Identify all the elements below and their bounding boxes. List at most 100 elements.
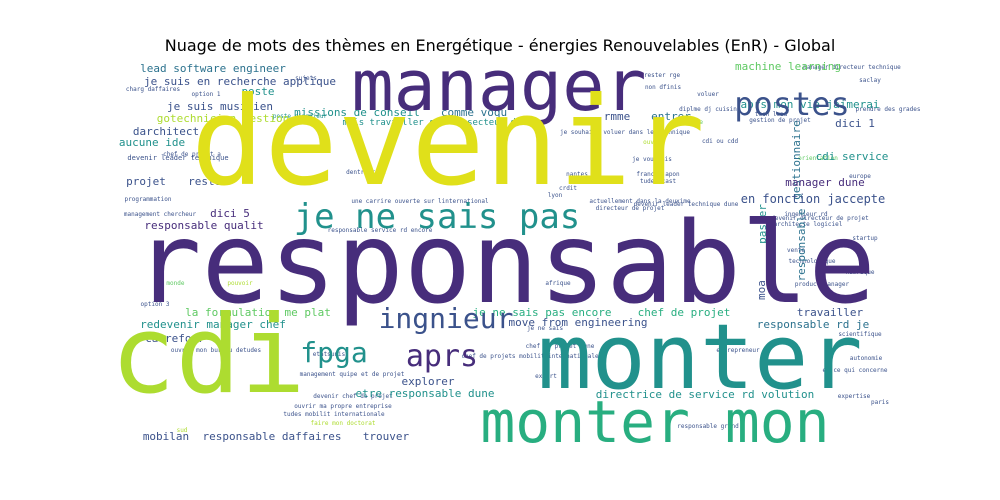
word-je-ne-sais-pas-encore: je ne sais pas encore: [472, 306, 611, 319]
word-ouvrir: ouvrir: [643, 139, 665, 146]
word-aucune-ide: aucune ide: [119, 136, 185, 149]
word-le-monde: le monde: [156, 280, 185, 287]
word-rester: rester: [188, 175, 228, 188]
word-travailler: travailler: [797, 306, 864, 319]
word-cdi-service: cdi service: [816, 150, 889, 163]
word-entrepreneur: entrepreneur: [716, 347, 760, 354]
word-autonomie: autonomie: [850, 355, 883, 362]
word-darchitect: darchitect: [133, 125, 199, 138]
word-responsable-service-rd-encore: responsable service rd encore: [328, 227, 433, 234]
word-la-formulation-me-plat: la formulation me plat: [185, 306, 331, 319]
word-responsable-rd-je: responsable rd je: [757, 318, 870, 331]
word-orientation: orientation: [798, 155, 838, 162]
word-monter-mon: monter mon: [480, 388, 829, 456]
word-france-japon: france japon: [636, 171, 680, 178]
word-scientifique: scientifique: [838, 331, 882, 338]
word-crdit: crdit: [559, 185, 577, 192]
word-gotechnicien-gestion: gotechnicien gestion: [157, 112, 289, 125]
word-charg-daffaires: charg daffaires: [126, 86, 181, 93]
word-passer: passer: [756, 204, 769, 244]
word-non-dfinis: non dfinis: [645, 84, 682, 91]
word-en-fonction-jaccepte: en fonction jaccepte: [741, 192, 886, 206]
word-cdi-ou-cdd: cdi ou cdd: [702, 138, 739, 145]
word-directrice-de-service-rd-volution: directrice de service rd volution: [596, 388, 815, 401]
word-lead-software-engineer: lead software engineer: [140, 62, 286, 75]
word-gestion-de-projet: gestion de projet: [749, 117, 811, 124]
word-directeur-de-projet: directeur de projet: [596, 205, 665, 212]
word-projet: projet: [126, 175, 166, 188]
word-lyon: lyon: [548, 192, 563, 199]
word-ouvrir-mon-bureau-detudes: ouvrir mon bureau detudes: [171, 347, 262, 354]
word-devenir-directeur-de-projet: devenir directeur de projet: [771, 215, 869, 222]
word-monter: monter: [537, 305, 862, 410]
word-je-voudrais: je voudrais: [632, 156, 672, 163]
word-crire: crire: [685, 119, 703, 126]
word-chef-de-projet-a: chef de projet a: [163, 151, 221, 158]
word-programmation: programmation: [125, 196, 172, 203]
word-nantes: nantes: [566, 171, 588, 178]
chart-title: Nuage de mots des thèmes en Energétique …: [164, 36, 836, 55]
word-tech-lead: tech lead: [755, 111, 788, 118]
word-voluer: voluer: [697, 91, 719, 98]
word-rmme: rmme: [604, 110, 631, 123]
word-machine-learning: machine learning: [735, 60, 841, 73]
word-poste-dingnieur: poste dingnieur: [273, 113, 328, 120]
word-aprs-mon-vie-jaimerai: aprs mon vie jaimerai: [740, 98, 879, 111]
word-je-suis-musicien: je suis musicien: [167, 100, 273, 113]
word-expert: expert: [535, 373, 557, 380]
word-manager-directeur-technique: manager directeur technique: [803, 64, 901, 71]
word-entrer: entrer: [651, 110, 691, 123]
word-je-ne-sais-pas: je ne sais pas: [294, 197, 581, 237]
word-devenir-chef-de-projet: devenir chef de projet: [313, 393, 393, 400]
word-en-ce-qui-concerne: en ce qui concerne: [822, 367, 887, 374]
word-chef-de-projet-dune: chef de projet dune: [526, 343, 595, 350]
word-explorer: explorer: [402, 375, 455, 388]
word-devenir: devenir: [191, 71, 705, 213]
word-etre-responsable-dune: etre responsable dune: [355, 387, 494, 400]
word-cdi: cdi: [110, 293, 305, 418]
word-redevenir-manager-chef: redevenir manager chef: [140, 318, 286, 331]
word-technologique: technologique: [789, 258, 836, 265]
word-manager-dune: manager dune: [785, 176, 864, 189]
word-postes: postes: [734, 85, 850, 123]
word-option-3: option 3: [141, 301, 170, 308]
word-responsable-qualit: responsable qualit: [144, 219, 263, 232]
word-architecte-logiciel: architecte logiciel: [774, 221, 843, 228]
word-faire-mon-doctorat: faire mon doctorat: [310, 420, 375, 427]
word-tudes-cast: tudes cast: [640, 178, 677, 185]
word-poste: poste: [241, 85, 274, 98]
word-vente: vente: [787, 247, 805, 254]
word-dici-1: dici 1: [835, 117, 875, 130]
word-option-1: option 1: [192, 91, 221, 98]
word-dici-5: dici 5: [210, 207, 250, 220]
word-dentreprise: dentreprise: [346, 169, 386, 176]
word-je-ne-sais: je ne sais: [527, 325, 564, 332]
word-devenir-leader-technique-dune: devenir leader technique dune: [634, 201, 739, 208]
word-chef-de-projets-mobilit-internationale: chef de projets mobilit internationale: [461, 353, 599, 360]
word-move-from-engineering: move from engineering: [508, 316, 647, 329]
word-carrefour: carrefour: [145, 332, 205, 345]
word-prendre-des-grades: prendre des grades: [855, 106, 920, 113]
word-europe: europe: [849, 173, 871, 180]
word-je-souhaite-voluer-dans-le-technique: je souhaite voluer dans le technique: [560, 129, 690, 136]
word-une-carrire-ouverte-sur-linternational: une carrire ouverte sur linternational: [351, 198, 489, 205]
word-aprs: aprs: [406, 339, 478, 374]
word-expertise: expertise: [838, 393, 871, 400]
word-gestionnaire: gestionnaire: [790, 120, 803, 199]
word-devenir-leader-technique: devenir leader technique: [127, 154, 228, 162]
word-mais-travailler-sur-le-secteur-de-rd: mais travailler sur le secteur de rd: [342, 118, 537, 128]
word-responsable: responsable: [795, 209, 808, 282]
word-startup: startup: [852, 235, 878, 242]
word-pouvoir: pouvoir: [227, 280, 253, 287]
word-trouver: trouver: [363, 430, 410, 443]
word-ouvrir-ma-propre-entreprise: ouvrir ma propre entreprise: [294, 403, 392, 410]
word-comme-voqu: comme voqu: [441, 106, 507, 119]
word-sujets: sujets: [295, 75, 317, 82]
word-sud: sud: [177, 427, 188, 434]
word-actuellement-dans-la-deuxime: actuellement dans la deuxime: [589, 198, 691, 205]
word-paris: paris: [871, 399, 889, 406]
word-numrique: numrique: [846, 269, 875, 276]
word-responsable-grand: responsable grand: [677, 423, 739, 430]
word-management-quipe-et-de-projet: management quipe et de projet: [300, 371, 405, 378]
